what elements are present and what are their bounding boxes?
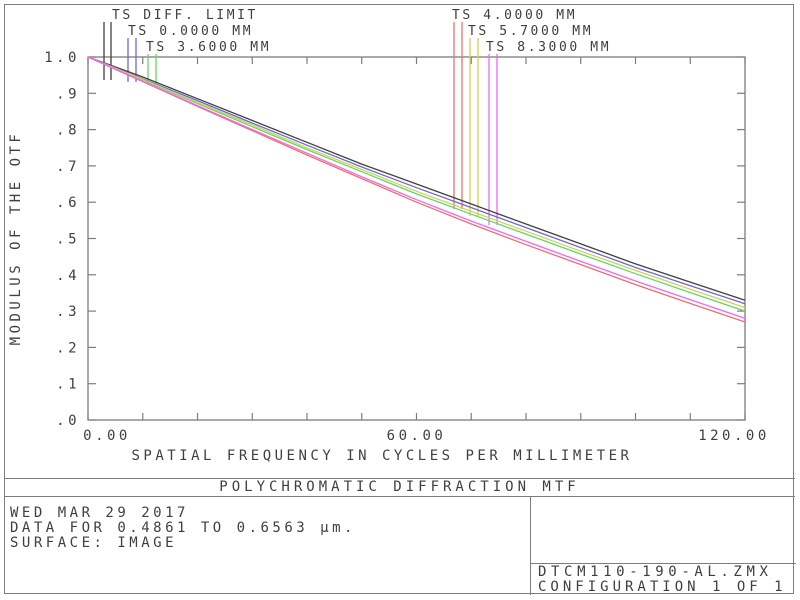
plot-border: [87, 56, 746, 421]
x-tick-label: 60.00: [387, 428, 447, 444]
axis-ticks: [87, 56, 746, 421]
chart-title: POLYCHROMATIC DIFFRACTION MTF: [219, 479, 580, 495]
footer-surface: SURFACE: IMAGE: [10, 535, 178, 551]
configuration-label: CONFIGURATION 1 OF 1: [538, 579, 787, 595]
y-tick-label: .9: [56, 86, 80, 102]
x-tick-label: 120.00: [698, 428, 770, 444]
mtf-chart: SPATIAL FREQUENCY IN CYCLES PER MILLIMET…: [8, 8, 770, 464]
y-tick-label: 1.0: [44, 50, 80, 66]
y-tick-label: .2: [56, 340, 80, 356]
ts-legend-label: TS 8.3000 MM: [486, 40, 611, 55]
lens-file-name: DTCM110-190-AL.ZMX: [538, 564, 773, 580]
ts-legend-label: TS 3.6000 MM: [146, 40, 271, 55]
plot-frame: [87, 56, 746, 421]
y-tick-label: .5: [56, 232, 80, 248]
footer-info-block: WED MAR 29 2017 DATA FOR 0.4861 TO 0.656…: [10, 506, 356, 551]
mtf-curves: [87, 56, 746, 323]
mtf-curve: [87, 56, 746, 305]
x-axis-title: SPATIAL FREQUENCY IN CYCLES PER MILLIMET…: [131, 448, 632, 464]
mtf-curve: [87, 56, 746, 309]
ts-legend-label: TS 4.0000 MM: [452, 8, 577, 23]
ts-legend-label: TS DIFF. LIMIT: [112, 8, 258, 23]
x-tick-label: 0.00: [83, 428, 131, 444]
y-tick-label: .1: [56, 377, 80, 393]
axis-tick-labels: 0.00 60.00 120.00 1.0 .9 .8 .7 .6 .5 .4 .3 .2 .1 .0: [44, 50, 770, 444]
y-tick-label: .4: [56, 268, 80, 284]
y-tick-label: .8: [56, 123, 80, 139]
y-tick-label: .3: [56, 304, 80, 320]
ts-legend-label: TS 0.0000 MM: [128, 24, 253, 39]
y-axis-title: MODULUS OF THE OTF: [8, 131, 24, 346]
footer-date: WED MAR 29 2017: [10, 505, 189, 521]
y-tick-label: .7: [56, 159, 80, 175]
ts-legend-label: TS 5.7000 MM: [468, 24, 593, 39]
footer-right-box: DTCM110-190-AL.ZMX CONFIGURATION 1 OF 1: [530, 497, 796, 595]
mtf-curve: [87, 56, 746, 301]
y-tick-label: .6: [56, 195, 80, 211]
mtf-curve: [87, 56, 746, 312]
chart-title-bar: POLYCHROMATIC DIFFRACTION MTF: [4, 478, 795, 497]
y-tick-label: .0: [56, 413, 80, 429]
outer-frame: [4, 4, 794, 594]
file-config-box: DTCM110-190-AL.ZMX CONFIGURATION 1 OF 1: [531, 563, 796, 595]
mtf-curve: [87, 56, 746, 320]
mtf-curve: [87, 56, 746, 323]
footer-wavelength-range: DATA FOR 0.4861 TO 0.6563 µm.: [10, 520, 356, 536]
